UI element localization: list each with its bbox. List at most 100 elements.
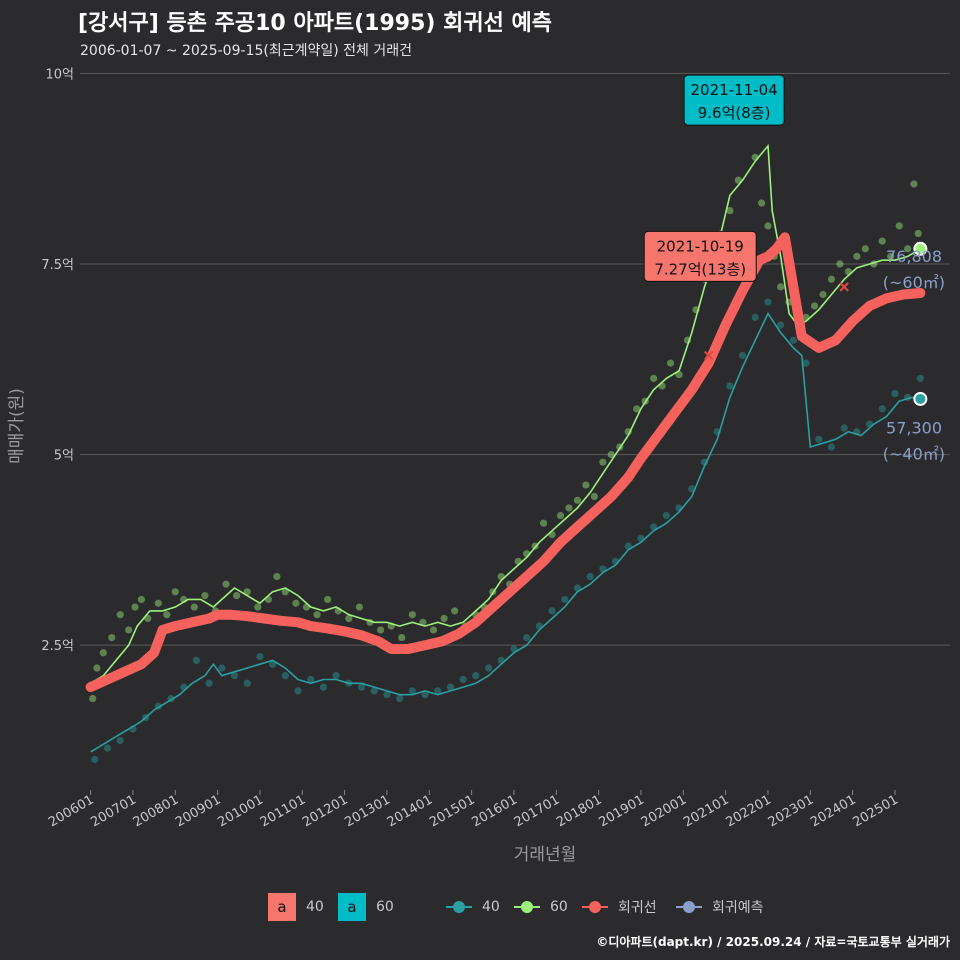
y-tick-label: 7.5억 — [41, 258, 74, 273]
scatter-point-40 — [281, 672, 289, 680]
scatter-point-60 — [233, 592, 241, 600]
scatter-point-40 — [230, 672, 239, 680]
scatter-point-40 — [891, 390, 899, 398]
scatter-point-60 — [810, 302, 819, 310]
x-tick-label: 202401 — [808, 792, 858, 830]
scatter-point-40 — [421, 691, 429, 699]
scatter-point-60 — [556, 511, 565, 520]
scatter-point-60 — [108, 633, 116, 642]
scatter-point-60 — [539, 519, 548, 527]
x-tick-label: 200701 — [88, 792, 138, 830]
scatter-point-40 — [370, 687, 378, 695]
scatter-point-60 — [573, 496, 582, 504]
scatter-point-60 — [451, 607, 459, 615]
scatter-point-40 — [396, 694, 404, 703]
callout-date: 2021-11-04 — [690, 81, 777, 99]
legend-fill-key: a — [268, 893, 296, 921]
scatter-point-60 — [345, 614, 353, 623]
x-tick-label: 202001 — [639, 792, 689, 830]
scatter-point-60 — [633, 405, 641, 413]
scatter-point-60 — [726, 207, 734, 215]
scatter-point-40 — [446, 683, 455, 691]
scatter-point-60 — [324, 595, 332, 604]
y-tick-label: 2.5억 — [41, 639, 74, 654]
scatter-point-60 — [910, 180, 918, 188]
scatter-point-40 — [548, 607, 556, 615]
y-tick-label: 10억 — [45, 67, 74, 82]
forecast-area: (~60㎡) — [883, 273, 945, 292]
x-tick-label: 200901 — [173, 792, 223, 830]
scatter-point-40 — [789, 336, 797, 344]
scatter-point-60 — [827, 275, 836, 283]
scatter-point-40 — [916, 374, 924, 382]
scatter-point-60 — [650, 374, 658, 382]
scatter-point-40 — [256, 652, 264, 661]
legend-line-key — [514, 899, 540, 915]
x-axis-title: 거래년월 — [514, 845, 577, 865]
scatter-point-60 — [861, 245, 869, 253]
scatter-point-60 — [819, 290, 827, 299]
chart-subtitle: 2006-01-07 ~ 2025-09-15(최근계약일) 전체 거래건 — [80, 43, 412, 59]
legend-line-key — [582, 899, 608, 915]
callout-box-teal — [683, 74, 785, 126]
forecast-area: (~40㎡) — [883, 444, 945, 463]
scatter-point-40 — [586, 572, 594, 581]
x-tick-label: 201501 — [427, 792, 477, 830]
callout-date: 2021-10-19 — [657, 237, 744, 255]
scatter-point-60 — [607, 450, 615, 459]
scatter-point-60 — [254, 603, 262, 611]
scatter-point-40 — [764, 298, 772, 306]
scatter-point-40 — [332, 672, 340, 680]
series-line-40 — [90, 311, 921, 753]
legend-line-forecast: 회귀예측 — [676, 892, 764, 922]
scatter-point-60 — [154, 599, 162, 607]
scatter-point-60 — [758, 199, 766, 207]
legend: a 40 a 60 40 60 회귀선 회귀예측 — [0, 892, 960, 922]
x-tick-label: 202101 — [681, 792, 731, 830]
y-tick-label: 5억 — [54, 449, 74, 464]
scatter-point-60 — [398, 633, 406, 642]
legend-line-40: 40 — [446, 892, 500, 922]
scatter-point-60 — [190, 603, 198, 611]
scatter-point-40 — [307, 675, 315, 684]
x-tick-label: 201001 — [215, 792, 265, 830]
scatter-point-40 — [561, 595, 569, 604]
x-tick-label: 201801 — [554, 792, 604, 830]
scatter-point-60 — [853, 252, 861, 260]
scatter-point-60 — [163, 611, 171, 619]
end-point-40 — [913, 391, 928, 406]
forecast-value: 76,808 — [886, 247, 942, 266]
scatter-point-40 — [484, 664, 493, 672]
outlier-marker — [839, 282, 849, 292]
callout-price: 9.6억(8층) — [698, 104, 771, 122]
scatter-point-40 — [319, 683, 328, 691]
scatter-point-60 — [440, 614, 448, 623]
scatter-point-60 — [292, 599, 300, 607]
scatter-point-60 — [887, 252, 895, 260]
scatter-point-60 — [590, 492, 598, 501]
y-axis-title: 매매가(원) — [7, 388, 27, 464]
scatter-point-40 — [815, 435, 823, 443]
scatter-point-40 — [243, 679, 251, 687]
scatter-point-40 — [472, 672, 480, 680]
legend-fill-40: a 40 — [268, 892, 324, 922]
scatter-point-40 — [523, 633, 531, 642]
scatter-point-60 — [419, 618, 427, 626]
x-tick-label: 201401 — [385, 792, 435, 830]
scatter-point-40 — [751, 313, 759, 321]
scatter-point-60 — [878, 237, 886, 245]
scatter-point-40 — [459, 675, 467, 684]
scatter-point-60 — [137, 595, 145, 604]
x-tick-label: 201101 — [258, 792, 308, 830]
scatter-point-60 — [895, 222, 903, 230]
forecast-value: 57,300 — [886, 418, 942, 437]
legend-line-label: 회귀선 — [618, 900, 657, 916]
end-point-60 — [913, 241, 928, 256]
scatter-point-60 — [836, 260, 844, 268]
legend-fill-label: 40 — [306, 899, 324, 915]
scatter-point-60 — [93, 664, 101, 672]
scatter-point-60 — [201, 592, 209, 600]
x-tick-label: 201201 — [300, 792, 350, 830]
credit-footer: ©디아파트(dapt.kr) / 2025.09.24 / 자료=국토교통부 실… — [596, 935, 950, 949]
x-tick-label: 200801 — [131, 792, 181, 830]
